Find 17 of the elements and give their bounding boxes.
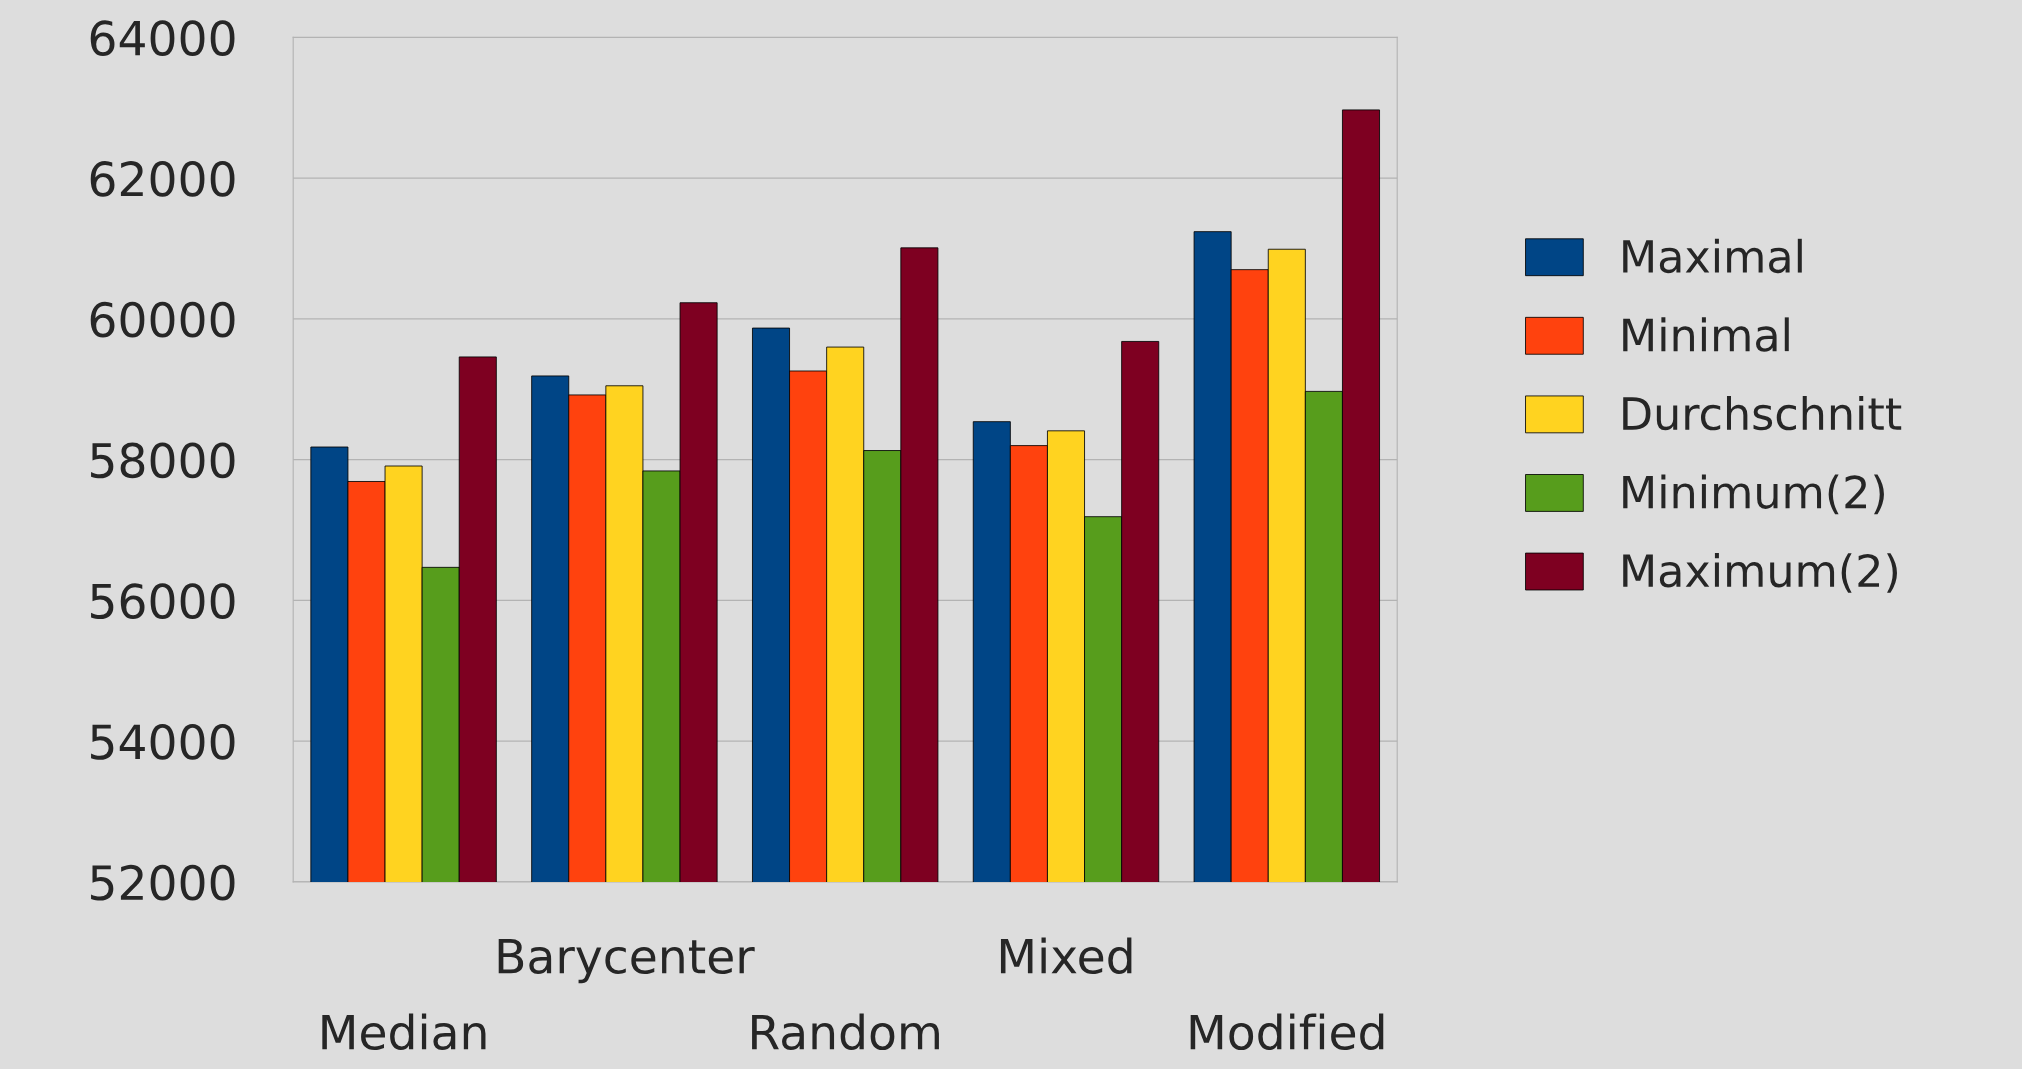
x-tick-label: Random (752, 1013, 939, 1051)
y-tick-label: 62000 (90, 161, 235, 197)
x-tick-label: Barycenter (498, 938, 755, 984)
legend-label: Minimum(2) (1623, 474, 1884, 515)
y-tick-label: 58000 (91, 442, 235, 479)
legend-label: Durchschnitt (1623, 395, 1902, 431)
x-tick-label: Modified (1190, 1013, 1384, 1051)
x-tick-label: Median (322, 1013, 486, 1051)
y-tick-label: 56000 (91, 583, 235, 620)
y-tick-label: 60000 (90, 301, 235, 338)
y-tick-label: 54000 (91, 724, 235, 760)
y-tick-label: 64000 (90, 20, 235, 57)
x-tick-label: Mixed (1000, 937, 1132, 975)
y-tick-label: 52000 (91, 864, 235, 901)
legend-label: Maximal (1623, 238, 1802, 274)
legend-label: Maximum(2) (1623, 553, 1897, 593)
legend-label: Minimal (1623, 317, 1789, 352)
